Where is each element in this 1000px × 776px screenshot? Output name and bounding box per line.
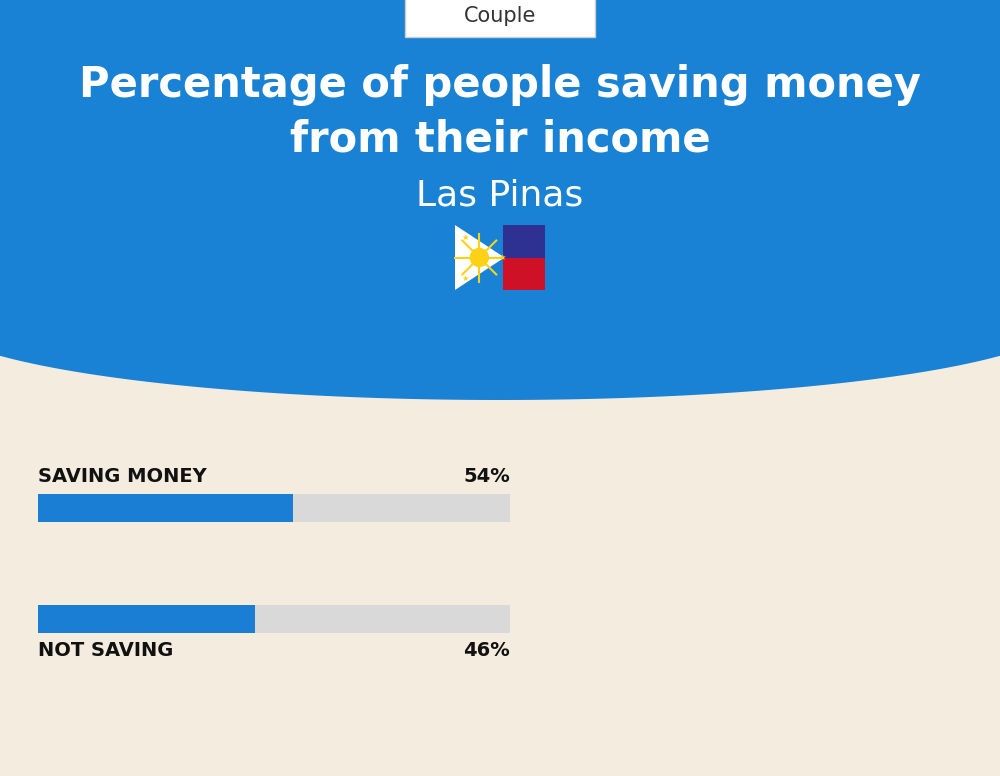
Polygon shape: [0, 0, 1000, 400]
Text: 46%: 46%: [463, 641, 510, 660]
Bar: [503, 258, 545, 290]
Bar: [38, 605, 510, 633]
Bar: [38, 605, 255, 633]
Bar: [38, 494, 293, 522]
Bar: [38, 494, 510, 522]
Bar: [503, 225, 545, 258]
Text: Las Pinas: Las Pinas: [416, 178, 584, 212]
Text: from their income: from their income: [290, 119, 710, 161]
Text: Couple: Couple: [464, 6, 536, 26]
Text: 54%: 54%: [463, 467, 510, 486]
Text: ★: ★: [461, 273, 469, 282]
Text: NOT SAVING: NOT SAVING: [38, 641, 173, 660]
Polygon shape: [455, 225, 505, 290]
Text: ★: ★: [461, 233, 469, 241]
Text: SAVING MONEY: SAVING MONEY: [38, 467, 207, 486]
Circle shape: [470, 248, 488, 266]
Text: ★: ★: [498, 253, 506, 262]
Text: Percentage of people saving money: Percentage of people saving money: [79, 64, 921, 106]
FancyBboxPatch shape: [405, 0, 595, 37]
